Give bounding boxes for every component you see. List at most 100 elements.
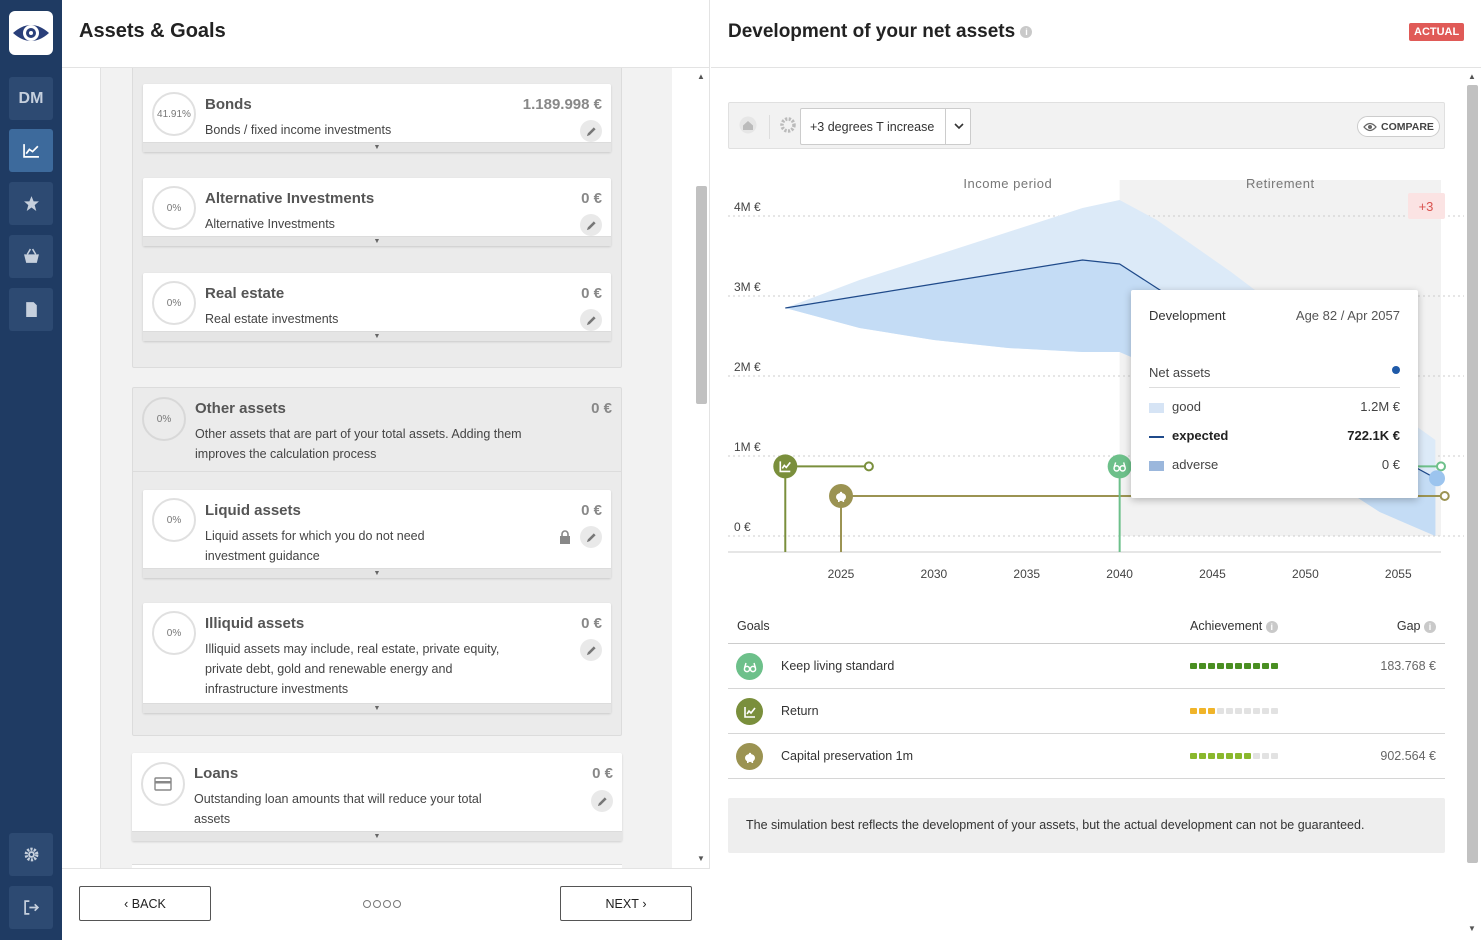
goal-gap: 902.564 € [1380, 749, 1436, 763]
pencil-icon [586, 220, 596, 230]
y-tick-label: 2M € [734, 360, 761, 374]
actual-badge: ACTUAL [1409, 23, 1465, 41]
info-icon[interactable]: i [1265, 620, 1278, 633]
gear-icon[interactable] [779, 116, 797, 134]
goals-header: Goals Achievement i Gap i [728, 610, 1445, 644]
goals-column-header: Goals [737, 619, 770, 633]
chevron-left-icon: ‹ [124, 896, 132, 911]
card-amount: 0 € [581, 285, 602, 302]
user-initials-button[interactable]: DM [9, 77, 53, 120]
edit-button[interactable] [580, 309, 602, 331]
card-description: Illiquid assets may include, real estate… [205, 642, 500, 696]
step-dot[interactable] [363, 900, 371, 908]
tooltip-label: expected [1172, 428, 1229, 443]
tooltip-label: adverse [1172, 457, 1219, 472]
net-assets-chart[interactable]: Income period Retirement 0 € 1M € 2M € 3M € 4M… [711, 160, 1464, 600]
gear-icon [24, 847, 38, 862]
nav-logout-button[interactable] [9, 886, 53, 929]
scenario-select[interactable]: +3 degrees T increase [800, 108, 971, 145]
period-label-retirement: Retirement [1246, 176, 1315, 191]
assets-scrollbar[interactable]: ▲ ▼ [693, 68, 710, 868]
edit-button[interactable] [580, 120, 602, 142]
star-icon [23, 196, 39, 211]
back-button[interactable]: ‹ BACK [79, 886, 211, 921]
gap-label: Gap [1396, 619, 1421, 633]
other-assets-group: 0% Other assets Other assets that are pa… [132, 387, 622, 736]
expand-toggle[interactable]: ▼ [132, 831, 622, 841]
chevron-down-icon[interactable] [945, 109, 971, 144]
scroll-down-arrow[interactable]: ▼ [697, 854, 705, 863]
edit-button[interactable] [591, 790, 613, 812]
card-title: Bonds [205, 96, 252, 113]
asset-card-bonds[interactable]: 41.91% Bonds Bonds / fixed income invest… [143, 84, 611, 152]
home-icon[interactable] [739, 116, 757, 134]
expand-toggle[interactable]: ▼ [143, 703, 611, 713]
step-dot[interactable] [373, 900, 381, 908]
expand-toggle[interactable]: ▼ [143, 331, 611, 341]
achievement-segment [1217, 663, 1224, 669]
assets-panel: Assets & Goals 41.91% Bonds Bonds / fixe… [62, 0, 710, 940]
achievement-segment [1199, 708, 1206, 714]
achievement-segment [1235, 663, 1242, 669]
nav-star-button[interactable] [9, 182, 53, 225]
achievement-segment [1235, 708, 1242, 714]
asset-card-liquid[interactable]: 0% Liquid assets Liquid assets for which… [143, 490, 611, 578]
asset-card-real-estate[interactable]: 0% Real estate Real estate investments 0… [143, 273, 611, 341]
back-label: BACK [131, 896, 166, 911]
app-logo[interactable] [9, 11, 53, 55]
achievement-bar [1190, 753, 1278, 759]
tooltip-label: good [1172, 399, 1201, 414]
edit-button[interactable] [580, 639, 602, 661]
tooltip-row-adverse: adverse 0 € [1149, 457, 1400, 472]
nav-document-button[interactable] [9, 288, 53, 331]
period-label-income: Income period [963, 176, 1052, 191]
disclaimer-box: The simulation best reflects the develop… [728, 798, 1445, 853]
goal-row[interactable]: Capital preservation 1m 902.564 € [728, 734, 1445, 779]
achievement-segment [1244, 753, 1251, 759]
scenario-delta-badge [1408, 193, 1445, 219]
nav-settings-button[interactable] [9, 833, 53, 876]
nav-chart-button[interactable] [9, 129, 53, 172]
panel-scrollbar[interactable]: ▲ ▼ [1464, 68, 1481, 940]
x-tick-label: 2050 [1292, 567, 1319, 581]
scroll-down-arrow[interactable]: ▼ [1468, 924, 1476, 933]
card-title: Alternative Investments [205, 190, 375, 207]
scroll-thumb[interactable] [1467, 85, 1478, 863]
investment-group: 41.91% Bonds Bonds / fixed income invest… [132, 68, 622, 368]
scroll-up-arrow[interactable]: ▲ [1468, 72, 1476, 81]
edit-button[interactable] [580, 526, 602, 548]
compare-label: COMPARE [1381, 120, 1434, 133]
expand-toggle[interactable]: ▼ [143, 568, 611, 578]
assets-scroll-area[interactable]: 41.91% Bonds Bonds / fixed income invest… [100, 68, 672, 868]
info-icon[interactable]: i [1424, 620, 1436, 633]
scenario-label: +3 degrees T increase [810, 120, 935, 134]
scroll-thumb[interactable] [696, 186, 707, 404]
logout-icon [23, 900, 39, 915]
allocation-percentage: 0% [152, 186, 196, 230]
page-title: Assets & Goals [62, 0, 709, 68]
scroll-up-arrow[interactable]: ▲ [697, 72, 705, 81]
step-dot[interactable] [393, 900, 401, 908]
achievement-segment [1217, 708, 1224, 714]
other-assets-header[interactable]: 0% Other assets Other assets that are pa… [133, 388, 621, 472]
loan-card-icon [141, 762, 185, 806]
expand-toggle[interactable]: ▼ [143, 236, 611, 246]
asset-card-alternative[interactable]: 0% Alternative Investments Alternative I… [143, 178, 611, 246]
step-dot[interactable] [383, 900, 391, 908]
achievement-segment [1271, 753, 1278, 759]
edit-button[interactable] [580, 214, 602, 236]
goal-row[interactable]: Keep living standard 183.768 € [728, 644, 1445, 689]
next-button[interactable]: NEXT › [560, 886, 692, 921]
achievement-segment [1208, 663, 1215, 669]
info-icon[interactable]: i [1020, 25, 1033, 38]
nav-basket-button[interactable] [9, 235, 53, 278]
expand-toggle[interactable]: ▼ [143, 142, 611, 152]
compare-button[interactable]: COMPARE [1357, 116, 1440, 137]
loans-card[interactable]: Loans Outstanding loan amounts that will… [132, 753, 622, 841]
asset-card-illiquid[interactable]: 0% Illiquid assets Illiquid assets may i… [143, 603, 611, 713]
chart-toolbar: +3 degrees T increase COMPARE [728, 102, 1445, 149]
tooltip-value: 1.2M € [1360, 399, 1400, 414]
achievement-segment [1235, 753, 1242, 759]
card-title: Illiquid assets [205, 615, 305, 632]
goal-row[interactable]: Return [728, 689, 1445, 734]
